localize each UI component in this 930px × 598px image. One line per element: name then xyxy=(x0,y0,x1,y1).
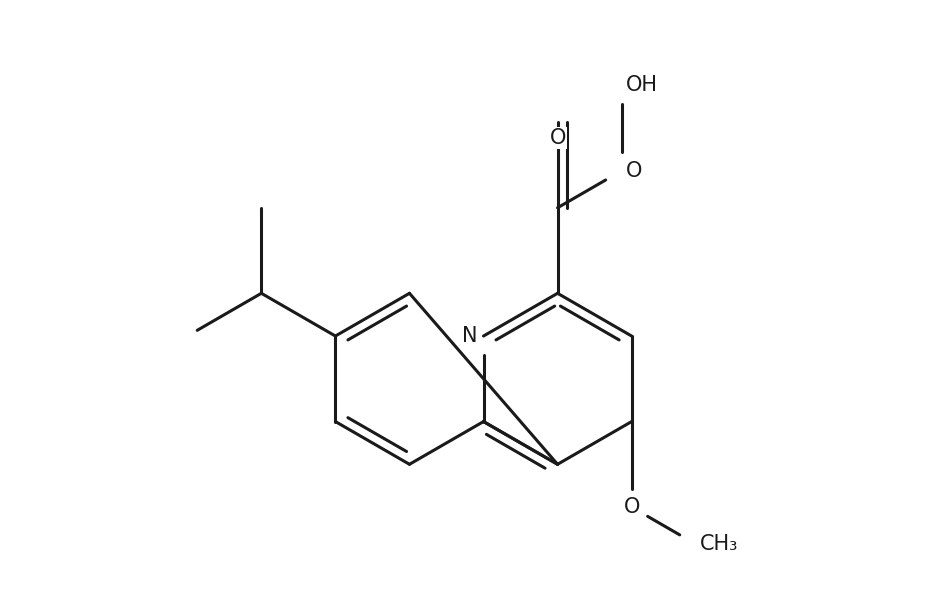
Text: N: N xyxy=(462,326,478,346)
Text: O: O xyxy=(623,497,640,517)
Text: O: O xyxy=(625,161,642,181)
Text: O: O xyxy=(550,128,565,148)
Text: CH₃: CH₃ xyxy=(699,534,737,554)
Text: OH: OH xyxy=(625,75,658,95)
